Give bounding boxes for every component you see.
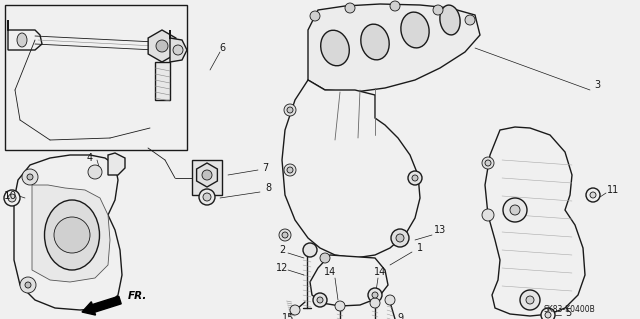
- Circle shape: [541, 308, 555, 319]
- Polygon shape: [155, 62, 170, 100]
- Circle shape: [8, 194, 16, 202]
- Circle shape: [485, 160, 491, 166]
- Polygon shape: [170, 30, 187, 62]
- Circle shape: [320, 253, 330, 263]
- Circle shape: [345, 3, 355, 13]
- Ellipse shape: [17, 33, 27, 47]
- Circle shape: [317, 297, 323, 303]
- Polygon shape: [32, 185, 110, 282]
- Text: 8: 8: [265, 183, 271, 193]
- Circle shape: [303, 243, 317, 257]
- Text: 4: 4: [87, 153, 93, 163]
- Circle shape: [199, 189, 215, 205]
- FancyArrow shape: [82, 296, 121, 315]
- Text: 6: 6: [219, 43, 225, 53]
- Ellipse shape: [440, 5, 460, 35]
- Circle shape: [545, 312, 551, 318]
- Circle shape: [408, 171, 422, 185]
- Circle shape: [335, 301, 345, 311]
- Circle shape: [385, 295, 395, 305]
- Text: 3: 3: [594, 80, 600, 90]
- Circle shape: [54, 217, 90, 253]
- Circle shape: [287, 107, 293, 113]
- Circle shape: [370, 298, 380, 308]
- Circle shape: [526, 296, 534, 304]
- Text: 12: 12: [276, 263, 288, 273]
- Polygon shape: [196, 163, 218, 187]
- Circle shape: [396, 234, 404, 242]
- Circle shape: [282, 232, 288, 238]
- Circle shape: [590, 192, 596, 198]
- Circle shape: [510, 205, 520, 215]
- Circle shape: [465, 15, 475, 25]
- Circle shape: [203, 193, 211, 201]
- Text: 2: 2: [279, 245, 285, 255]
- Bar: [5, 5, 187, 150]
- Text: 5: 5: [565, 308, 571, 318]
- Text: 15: 15: [282, 313, 294, 319]
- Circle shape: [279, 229, 291, 241]
- Text: 14: 14: [374, 267, 386, 277]
- Circle shape: [503, 198, 527, 222]
- Circle shape: [173, 45, 183, 55]
- Text: 13: 13: [434, 225, 446, 235]
- Text: 14: 14: [324, 267, 336, 277]
- Circle shape: [482, 157, 494, 169]
- Polygon shape: [310, 255, 388, 306]
- Ellipse shape: [321, 30, 349, 66]
- Circle shape: [586, 188, 600, 202]
- Circle shape: [156, 40, 168, 52]
- Text: 9: 9: [397, 313, 403, 319]
- Circle shape: [310, 11, 320, 21]
- Circle shape: [482, 209, 494, 221]
- Text: 10: 10: [3, 191, 17, 201]
- Polygon shape: [148, 30, 176, 62]
- Circle shape: [202, 170, 212, 180]
- Circle shape: [287, 167, 293, 173]
- Polygon shape: [282, 80, 420, 258]
- Text: SK83-K0400B: SK83-K0400B: [543, 306, 595, 315]
- Circle shape: [284, 104, 296, 116]
- Circle shape: [372, 292, 378, 298]
- Circle shape: [25, 282, 31, 288]
- Polygon shape: [485, 127, 585, 316]
- Polygon shape: [14, 155, 122, 310]
- Ellipse shape: [45, 200, 99, 270]
- Circle shape: [20, 277, 36, 293]
- Polygon shape: [108, 153, 125, 175]
- Text: 11: 11: [607, 185, 619, 195]
- Polygon shape: [308, 4, 480, 92]
- Circle shape: [27, 174, 33, 180]
- Circle shape: [391, 229, 409, 247]
- Text: 7: 7: [262, 163, 268, 173]
- Circle shape: [412, 175, 418, 181]
- Text: 1: 1: [417, 243, 423, 253]
- Text: FR.: FR.: [128, 291, 147, 301]
- Circle shape: [284, 164, 296, 176]
- Polygon shape: [8, 20, 42, 50]
- Circle shape: [368, 288, 382, 302]
- Circle shape: [22, 169, 38, 185]
- Circle shape: [290, 305, 300, 315]
- Circle shape: [313, 293, 327, 307]
- Circle shape: [390, 1, 400, 11]
- Ellipse shape: [401, 12, 429, 48]
- Polygon shape: [192, 160, 222, 195]
- Ellipse shape: [361, 24, 389, 60]
- Circle shape: [520, 290, 540, 310]
- Circle shape: [4, 190, 20, 206]
- Circle shape: [433, 5, 443, 15]
- Circle shape: [88, 165, 102, 179]
